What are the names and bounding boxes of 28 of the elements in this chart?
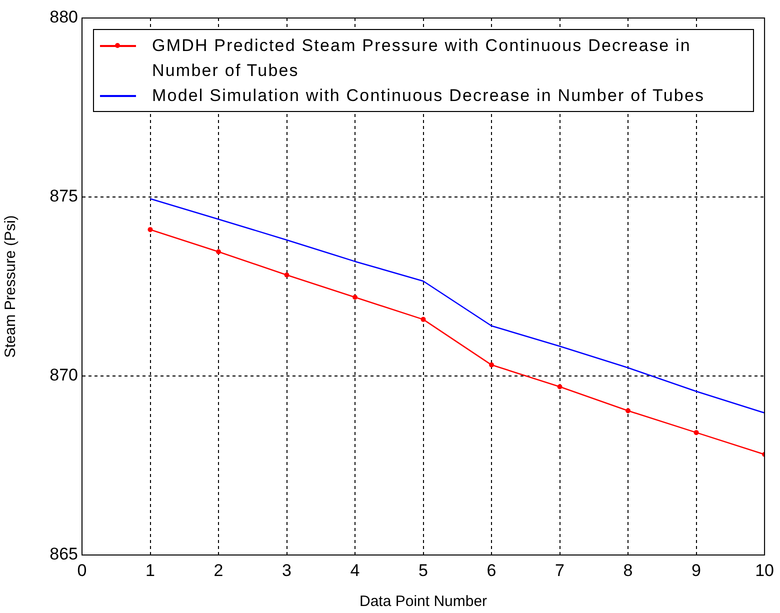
- point: [694, 430, 699, 436]
- y-tick-label: 870: [50, 366, 78, 385]
- x-tick-label: 7: [555, 560, 565, 580]
- x-tick-label: 3: [282, 560, 292, 580]
- point: [557, 384, 562, 390]
- point: [148, 227, 153, 232]
- x-tick-label: 6: [486, 560, 496, 580]
- x-tick-label: 5: [418, 560, 428, 580]
- point: [284, 272, 290, 278]
- y-tick-label: 880: [50, 8, 78, 27]
- y-tick-label: 875: [50, 186, 78, 206]
- x-tick-label: 2: [214, 560, 224, 580]
- point: [420, 316, 426, 322]
- x-tick-label: 4: [350, 560, 360, 580]
- point: [626, 408, 631, 414]
- point: [216, 249, 222, 254]
- x-tick-label: 9: [692, 560, 702, 580]
- x-tick-label: 10: [755, 560, 774, 580]
- x-tick-label: 1: [146, 560, 155, 580]
- x-axis-title: Data Point Number: [359, 593, 488, 610]
- y-tick-label: 865: [50, 544, 78, 564]
- point: [489, 362, 494, 368]
- y-axis-title: Steam Pressure (Psi): [2, 215, 20, 358]
- legend-label: Model Simulation with Continuous Decrease in Number of Tubes: [152, 85, 705, 107]
- x-tick-label: 8: [623, 560, 633, 580]
- x-tick-label: 0: [77, 560, 87, 580]
- legend-label: GMDH Predicted Steam Pressure with Continuous Decrease in Number of Tubes: [152, 35, 692, 82]
- point: [352, 294, 358, 300]
